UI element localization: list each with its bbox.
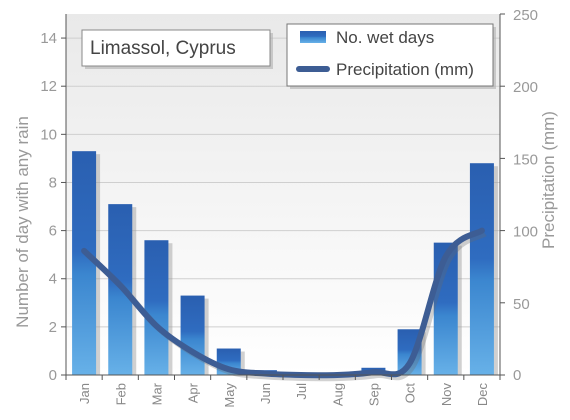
y-tick-label: 2 xyxy=(49,319,57,336)
y2-tick-label: 0 xyxy=(513,367,521,384)
x-tick-label: Dec xyxy=(475,383,490,407)
x-tick-label: Mar xyxy=(149,382,164,405)
x-tick-label: Aug xyxy=(330,383,345,406)
x-tick-label: Feb xyxy=(113,383,128,405)
title-box: Limassol, Cyprus xyxy=(81,29,273,69)
legend-swatch-wet-days xyxy=(300,31,326,43)
x-tick-label: Nov xyxy=(439,383,454,407)
y2-tick-label: 150 xyxy=(513,151,538,168)
bar-wet-days xyxy=(180,295,205,375)
y-tick-label: 8 xyxy=(49,174,57,191)
y-tick-label: 10 xyxy=(40,126,57,143)
y-tick-label: 12 xyxy=(40,78,57,95)
y2-tick-label: 100 xyxy=(513,224,538,241)
y2-axis-title: Precipitation (mm) xyxy=(539,111,558,249)
x-tick-label: Jul xyxy=(294,383,309,400)
x-tick-label: Jan xyxy=(77,383,92,404)
legend-label-wet-days: No. wet days xyxy=(336,28,434,47)
bar-wet-days xyxy=(433,242,458,375)
bar-wet-days xyxy=(144,240,169,375)
x-tick-label: Sep xyxy=(366,383,381,406)
y-tick-label: 6 xyxy=(49,223,57,240)
y2-tick-label: 250 xyxy=(513,7,538,24)
x-tick-label: May xyxy=(222,383,237,408)
bar-wet-days xyxy=(72,151,97,375)
bar-wet-days xyxy=(469,163,494,375)
y-axis-title: Number of day with any rain xyxy=(13,116,32,328)
legend: No. wet days Precipitation (mm) xyxy=(286,23,496,89)
y-tick-label: 0 xyxy=(49,367,57,384)
x-tick-label: Jun xyxy=(258,383,273,404)
y-tick-label: 4 xyxy=(49,271,57,288)
chart-title: Limassol, Cyprus xyxy=(90,38,236,59)
y-tick-label: 14 xyxy=(40,30,57,47)
x-tick-label: Oct xyxy=(403,383,418,404)
legend-label-precipitation: Precipitation (mm) xyxy=(336,60,474,79)
y2-tick-label: 50 xyxy=(513,296,530,313)
y2-tick-label: 200 xyxy=(513,79,538,96)
axes: 0 2 4 6 8 10 12 14 0 50 100 150 200 250 Jan Feb Mar Apr Ma… xyxy=(40,7,538,408)
x-tick-label: Apr xyxy=(186,382,201,403)
